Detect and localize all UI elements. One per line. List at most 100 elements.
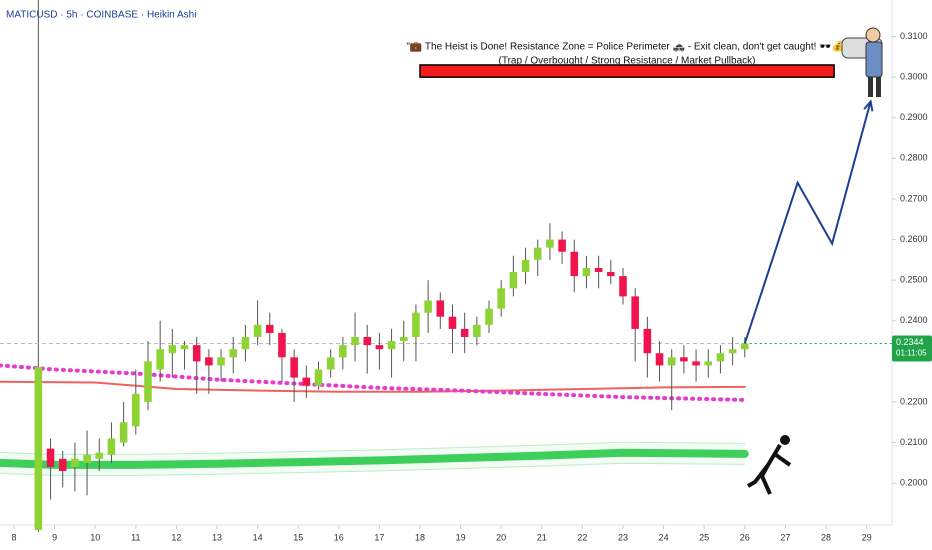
candle-body: [533, 247, 542, 260]
x-tick-label: 24: [659, 532, 669, 542]
thief-illustration: [747, 435, 792, 495]
projection-arrowhead: [863, 99, 874, 112]
y-tick-label: 0.3100: [900, 31, 928, 41]
x-tick-label: 9: [52, 532, 57, 542]
annotation: "💼 The Heist is Done! Resistance Zone = …: [406, 40, 848, 53]
candle-body: [180, 345, 189, 350]
annotation-sub: (Trap / Overbought / Strong Resistance /…: [499, 56, 756, 67]
x-tick-label: 27: [780, 532, 790, 542]
candle-body: [326, 357, 335, 370]
projection-path: [743, 101, 872, 344]
y-tick-label: 0.2200: [900, 396, 928, 406]
candle-body: [229, 349, 238, 358]
x-tick-label: 29: [862, 532, 872, 542]
candle-body: [436, 300, 445, 317]
y-tick-label: 0.2500: [900, 275, 928, 285]
candle-body: [156, 349, 164, 370]
candle-body: [399, 337, 408, 342]
candle-body: [278, 332, 286, 358]
candle-body: [509, 272, 518, 289]
y-tick-label: 0.2400: [900, 315, 928, 325]
x-tick-label: 21: [537, 532, 547, 542]
candle-body: [728, 349, 737, 354]
candle-body: [716, 353, 725, 362]
x-tick-label: 26: [740, 532, 750, 542]
candle-body: [485, 308, 493, 325]
candle-body: [363, 337, 371, 346]
indicator-line: [0, 363, 747, 402]
y-tick-label: 0.2800: [900, 153, 928, 163]
candle-body: [107, 438, 116, 455]
candle-body: [594, 267, 603, 273]
x-tick-label: 12: [171, 532, 181, 542]
candle-body: [302, 377, 311, 386]
candle-body: [58, 458, 67, 471]
candle-body: [643, 328, 652, 354]
y-tick-label: 0.2900: [900, 112, 928, 122]
price-label-bg: [892, 335, 932, 362]
x-tick-label: 16: [334, 532, 344, 542]
x-tick-label: 17: [374, 532, 384, 542]
candle-body: [266, 324, 274, 333]
candle-body: [119, 422, 128, 443]
indicator-line: [0, 448, 749, 469]
candle-body: [655, 353, 664, 366]
x-tick-label: 23: [618, 532, 628, 542]
candle-body: [351, 337, 359, 346]
candle-body: [448, 316, 457, 329]
chart-title: MATICUSD · 5h · COINBASE · Heikin Ashi: [6, 10, 196, 21]
candle-body: [558, 239, 566, 252]
candle-body: [570, 251, 579, 277]
candle-body: [631, 296, 639, 329]
candle-body: [375, 345, 384, 350]
y-tick-label: 0.2000: [900, 478, 928, 488]
candle-body: [741, 343, 749, 350]
candle-body: [582, 267, 591, 277]
candle-body: [692, 361, 700, 366]
x-tick-label: 11: [131, 532, 140, 542]
candle-body: [497, 288, 505, 309]
x-tick-label: 19: [456, 532, 466, 542]
candle-body: [217, 357, 225, 366]
x-tick-label: 22: [577, 532, 587, 542]
candle-body: [460, 328, 469, 338]
y-tick-label: 0.2100: [900, 437, 928, 447]
candle-body: [46, 448, 55, 467]
candle-body: [387, 341, 396, 350]
candle-body: [412, 312, 420, 338]
candle-body: [424, 300, 432, 313]
candle-body: [192, 345, 201, 362]
candle-body: [253, 324, 262, 338]
y-tick-label: 0.2600: [900, 234, 928, 244]
candle-body: [473, 324, 481, 338]
candle-body: [205, 357, 213, 366]
candle-body: [95, 452, 104, 459]
candle-body: [168, 345, 177, 354]
x-tick-label: 18: [415, 532, 425, 542]
candle-body: [144, 361, 152, 402]
police-illustration: [841, 27, 883, 97]
y-tick-label: 0.2700: [900, 193, 928, 203]
candle-body: [34, 367, 43, 530]
candle-body: [241, 337, 250, 350]
price-label: 0.2344: [896, 337, 924, 347]
candle-body: [546, 239, 554, 248]
candle-body: [667, 357, 676, 366]
candle-body: [607, 272, 615, 277]
candle-body: [83, 454, 91, 463]
candle-body: [314, 369, 323, 386]
countdown-label: 01:11:05: [896, 349, 927, 358]
x-tick-label: 20: [496, 532, 506, 542]
x-tick-label: 8: [11, 532, 16, 542]
candle-body: [290, 357, 298, 378]
candle-body: [339, 345, 347, 358]
x-tick-label: 25: [699, 532, 709, 542]
x-tick-label: 15: [293, 532, 303, 542]
x-tick-label: 28: [821, 532, 831, 542]
candle-body: [680, 357, 688, 362]
candle-body: [704, 361, 713, 366]
resistance-zone: [419, 64, 835, 78]
y-tick-label: 0.3000: [900, 72, 928, 82]
candle-body: [132, 393, 140, 427]
